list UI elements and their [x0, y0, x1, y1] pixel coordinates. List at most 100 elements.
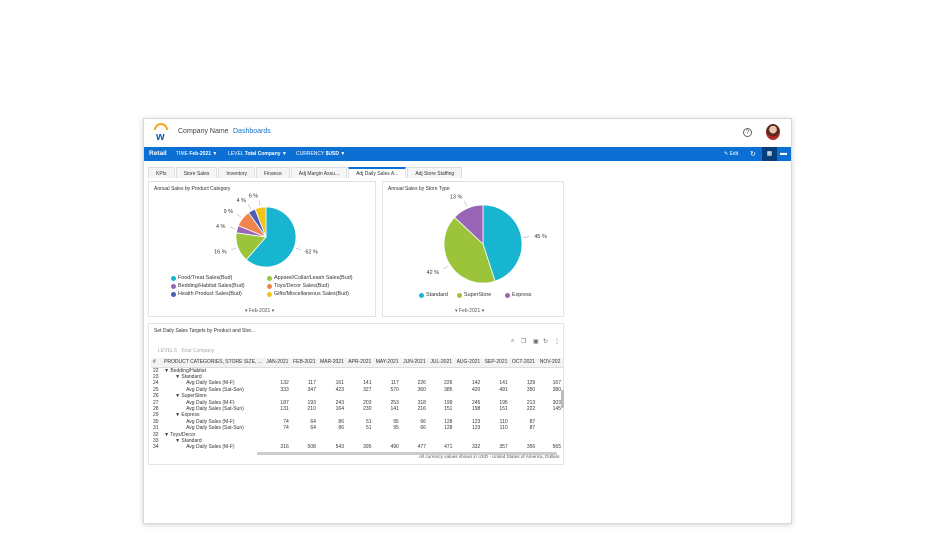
cell-value[interactable]: 477 [417, 444, 426, 451]
cell-value[interactable] [510, 367, 538, 374]
cell-value[interactable]: 347 [307, 386, 316, 393]
dashboards-link[interactable]: Dashboards [233, 128, 271, 135]
table-row[interactable]: 31 Avg Daily Sales (Sat-Sun) 74 64 86 51 95 66 1… [151, 425, 563, 431]
cell-value[interactable]: 131 [280, 405, 289, 412]
col-header-month[interactable]: JAN-2021 [263, 358, 291, 368]
level-filter[interactable]: LEVEL Total Company ▼ [228, 151, 287, 157]
col-header-month[interactable]: SEP-2021 [482, 358, 510, 368]
pie-slice[interactable] [482, 204, 523, 282]
cell-value[interactable] [482, 367, 509, 374]
cell-value[interactable]: 151 [444, 405, 453, 412]
cell-value[interactable] [428, 367, 455, 374]
table-row[interactable]: 24 Avg Daily Sales (M-F) 132 117 161 141 117 22… [151, 380, 563, 386]
col-header-label[interactable]: PRODUCT CATEGORIES, STORE SIZE, ... [162, 358, 264, 368]
cell-value[interactable]: 491 [499, 386, 508, 393]
cell-value[interactable]: 95 [393, 425, 399, 432]
table-row[interactable]: 27 Avg Daily Sales (M-F) 187 193 243 203 253 31… [151, 400, 563, 406]
table-row[interactable]: 30 Avg Daily Sales (M-F) 74 64 86 51 95 66 128 12… [151, 419, 563, 425]
cell-value[interactable]: 210 [307, 405, 316, 412]
cell-value[interactable]: 380 [552, 386, 561, 393]
cell-value[interactable]: 128 [444, 425, 453, 432]
cell-value[interactable]: 195 [499, 399, 508, 406]
cell-value[interactable]: 350 [526, 386, 536, 393]
col-header-month[interactable]: MAR-2021 [317, 358, 346, 368]
cell-value[interactable]: 198 [472, 405, 481, 412]
save-icon[interactable]: ▣ [533, 339, 539, 345]
cell-value[interactable]: 357 [499, 444, 508, 451]
tab-adj-margin[interactable]: Adj Margin Assu... [290, 167, 348, 178]
avatar[interactable] [766, 124, 780, 140]
cell-value[interactable]: 226 [417, 380, 426, 387]
cell-value[interactable]: 318 [417, 399, 426, 406]
cell-value[interactable]: 95 [393, 418, 399, 425]
more-icon[interactable]: ⋮ [554, 339, 560, 345]
cell-value[interactable]: 151 [499, 405, 508, 412]
cell-value[interactable]: 543 [335, 444, 344, 451]
col-header-month[interactable]: APR-2021 [345, 358, 374, 368]
cell-value[interactable]: 216 [417, 405, 426, 412]
cell-value[interactable]: 141 [390, 405, 399, 412]
cell-value[interactable]: 141 [499, 380, 508, 387]
cell-value[interactable]: 141 [363, 380, 372, 387]
cell-value[interactable]: 193 [307, 399, 316, 406]
cell-value[interactable] [537, 367, 563, 374]
cell-value[interactable]: 145 [552, 405, 561, 412]
table-row[interactable]: 25 Avg Daily Sales (Sat-Sun) 333 347 423 327 5… [151, 387, 563, 393]
cell-value[interactable] [291, 367, 318, 374]
levels-selector[interactable]: LEVELS Total Company [158, 348, 215, 354]
col-header-month[interactable]: AUG-2021 [454, 358, 483, 368]
cell-value[interactable]: 66 [420, 425, 426, 432]
cell-value[interactable]: 51 [365, 425, 372, 432]
cell-value[interactable]: 167 [552, 380, 561, 387]
cell-value[interactable]: 129 [526, 380, 536, 387]
table-row[interactable]: 33 ▼ Standard [151, 438, 563, 444]
cell-value[interactable] [374, 367, 401, 374]
cell-value[interactable]: 86 [338, 425, 344, 432]
cell-value[interactable]: 64 [310, 418, 316, 425]
cell-value[interactable]: 86 [338, 418, 344, 425]
cell-value[interactable]: 222 [526, 405, 536, 412]
cell-value[interactable]: 490 [390, 444, 399, 451]
pie2-footer[interactable]: ▾ Feb-2021 ▾ [455, 308, 485, 314]
cell-value[interactable]: 420 [472, 386, 481, 393]
cell-value[interactable]: 423 [335, 386, 344, 393]
col-header-month[interactable]: JUN-2021 [400, 358, 428, 368]
cell-value[interactable]: 570 [390, 386, 399, 393]
tab-store-sales[interactable]: Store Sales [175, 167, 218, 178]
col-header-month[interactable]: OCT-2021 [509, 358, 538, 368]
cell-value[interactable]: 203 [363, 399, 372, 406]
table-row[interactable]: 32 ▼ Toys/Decor [151, 432, 563, 438]
cell-value[interactable]: 327 [363, 386, 372, 393]
tab-adj-store-staffing[interactable]: Adj Store Staffing [407, 167, 463, 178]
cell-value[interactable]: 117 [390, 380, 399, 387]
pie1-footer[interactable]: ▾ Feb-2021 ▾ [245, 308, 275, 314]
pie-slice[interactable] [443, 216, 496, 284]
cell-value[interactable]: 230 [363, 405, 372, 412]
tab-inventory[interactable]: Inventory [218, 167, 255, 178]
cell-value[interactable]: 385 [444, 386, 453, 393]
cell-value[interactable]: 187 [280, 399, 289, 406]
cell-value[interactable]: 142 [472, 380, 481, 387]
cell-value[interactable]: 303 [552, 399, 561, 406]
table-row[interactable]: 28 Avg Daily Sales (Sat-Sun) 131 210 164 230 1… [151, 406, 563, 412]
cell-value[interactable]: 471 [444, 444, 453, 451]
time-filter[interactable]: TIME Feb-2021 ▼ [176, 151, 218, 157]
cell-value[interactable]: 316 [280, 444, 289, 451]
cell-value[interactable]: 64 [310, 425, 316, 432]
edit-button[interactable]: ✎ Edit [724, 151, 739, 157]
cell-value[interactable]: 356 [526, 444, 536, 451]
pie-slice[interactable] [245, 206, 297, 268]
copy-icon[interactable]: ❐ [521, 339, 527, 345]
cell-value[interactable]: 123 [472, 418, 481, 425]
cell-value[interactable] [401, 367, 428, 374]
tab-adj-daily-sales[interactable]: Adj Daily Sales A... [348, 167, 407, 178]
cell-value[interactable]: 51 [365, 418, 372, 425]
help-icon[interactable]: ? [743, 128, 752, 137]
table-row[interactable]: 22 ▼ Bedding/Habitat [151, 367, 563, 374]
col-header-month[interactable]: FEB-2021 [290, 358, 318, 368]
cell-value[interactable]: 87 [529, 425, 536, 432]
cell-value[interactable]: 508 [307, 444, 316, 451]
cell-value[interactable]: 128 [444, 418, 453, 425]
cell-value[interactable]: 333 [280, 386, 289, 393]
tab-finance[interactable]: Finance [256, 167, 290, 178]
